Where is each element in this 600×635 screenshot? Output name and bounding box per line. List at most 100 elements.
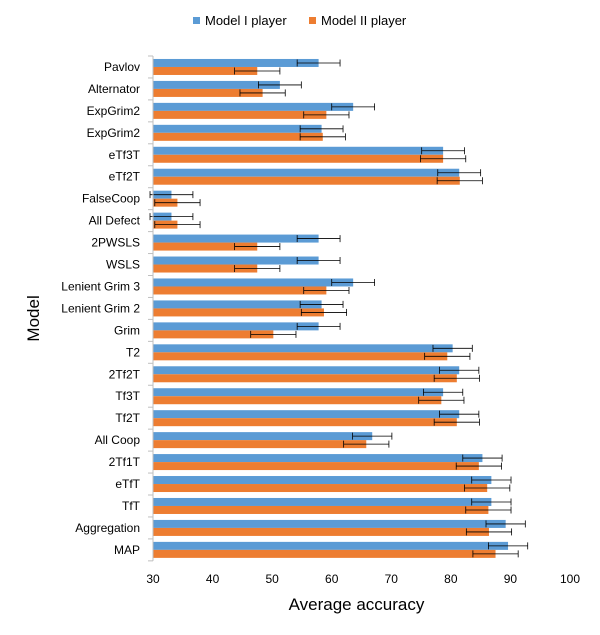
legend-swatch-model-1	[193, 17, 200, 24]
bar-model-1-5	[153, 168, 460, 177]
y-axis-title: Model	[24, 295, 43, 341]
error-bar-model-2-8	[234, 243, 281, 251]
bar-model-2-17	[153, 440, 367, 449]
bar-model-1-1	[153, 80, 280, 89]
bar-model-2-10	[153, 286, 327, 295]
bar-model-1-18	[153, 454, 483, 463]
error-bar-model-1-6	[149, 191, 194, 199]
category-label-1: Alternator	[88, 82, 140, 96]
bar-model-1-21	[153, 519, 506, 528]
bar-model-1-13	[153, 344, 453, 353]
error-bar-model-1-0	[296, 59, 341, 67]
bar-model-1-20	[153, 497, 492, 506]
error-bars-layer	[149, 59, 529, 558]
category-label-5: eTf2T	[109, 170, 141, 184]
bar-model-1-0	[153, 58, 319, 67]
category-label-9: WSLS	[106, 258, 140, 272]
error-bar-model-2-5	[436, 177, 483, 185]
error-bar-model-1-15	[423, 388, 464, 396]
legend-label-model-1: Model I player	[205, 13, 287, 28]
error-bar-model-2-2	[303, 111, 350, 119]
error-bar-model-1-3	[299, 125, 344, 133]
bar-model-2-18	[153, 462, 479, 471]
bar-model-2-16	[153, 418, 457, 427]
error-bar-model-1-7	[149, 213, 194, 221]
category-label-21: Aggregation	[75, 521, 140, 535]
category-label-4: eTf3T	[109, 148, 141, 162]
category-label-19: eTfT	[115, 477, 140, 491]
category-label-20: TfT	[122, 499, 141, 513]
error-bar-model-1-13	[432, 344, 473, 352]
x-tick-label-2: 50	[265, 572, 279, 586]
category-label-10: Lenient Grim 3	[61, 279, 140, 293]
category-label-16: Tf2T	[115, 411, 140, 425]
x-tick-label-3: 60	[325, 572, 339, 586]
bar-model-2-1	[153, 88, 263, 97]
bar-model-1-16	[153, 410, 460, 419]
category-label-7: All Defect	[89, 214, 141, 228]
error-bar-model-1-12	[296, 322, 341, 330]
bar-model-2-5	[153, 176, 460, 185]
category-label-22: MAP	[114, 543, 140, 557]
category-label-8: 2PWSLS	[91, 236, 140, 250]
bar-model-2-4	[153, 154, 444, 163]
bar-model-1-4	[153, 146, 444, 155]
error-bar-model-2-19	[464, 484, 511, 492]
x-tick-label-5: 80	[444, 572, 458, 586]
category-label-12: Grim	[114, 323, 140, 337]
error-bar-model-2-15	[418, 396, 465, 404]
legend-swatch-model-2	[309, 17, 316, 24]
error-bar-model-1-19	[471, 476, 512, 484]
legend: Model I player Model II player	[193, 13, 407, 28]
error-bar-model-1-14	[439, 366, 480, 374]
x-tick-label-6: 90	[504, 572, 518, 586]
axes-layer: Pavlov Alternator ExpGrim2 ExpGrim2 eTf3T eTf…	[61, 55, 580, 586]
error-bar-model-1-18	[462, 454, 503, 462]
bar-model-1-8	[153, 234, 319, 243]
error-bar-model-2-16	[433, 418, 480, 426]
error-bar-model-2-20	[465, 506, 512, 514]
x-tick-label-0: 30	[146, 572, 160, 586]
legend-label-model-2: Model II player	[321, 13, 407, 28]
x-axis-title: Average accuracy	[289, 595, 425, 614]
error-bar-model-1-22	[487, 542, 529, 550]
error-bar-model-2-0	[234, 67, 281, 75]
error-bar-model-1-21	[485, 520, 526, 528]
error-bar-model-2-21	[465, 528, 513, 536]
category-label-17: All Coop	[95, 433, 141, 447]
error-bar-model-1-20	[471, 498, 512, 506]
error-bar-model-1-1	[258, 81, 302, 89]
bar-model-2-12	[153, 330, 274, 339]
bar-model-2-15	[153, 396, 442, 405]
bar-model-1-10	[153, 278, 354, 287]
x-tick-label-7: 100	[560, 572, 580, 586]
bar-model-2-3	[153, 132, 323, 141]
error-bar-model-1-2	[331, 103, 376, 111]
category-label-3: ExpGrim2	[87, 126, 141, 140]
bar-model-2-14	[153, 374, 457, 383]
error-bar-model-1-10	[331, 278, 376, 286]
category-label-6: FalseCoop	[82, 192, 140, 206]
bar-model-2-13	[153, 352, 448, 361]
x-tick-label-1: 40	[206, 572, 220, 586]
bar-model-2-19	[153, 484, 488, 493]
category-label-0: Pavlov	[104, 60, 140, 74]
bar-model-2-11	[153, 308, 324, 317]
bar-model-1-2	[153, 102, 354, 111]
error-bar-model-2-14	[433, 374, 480, 382]
bar-model-2-8	[153, 242, 258, 251]
error-bar-model-2-17	[343, 440, 390, 448]
category-label-15: Tf3T	[115, 389, 140, 403]
bar-model-1-3	[153, 124, 322, 133]
error-bar-model-2-4	[420, 155, 467, 163]
category-label-2: ExpGrim2	[87, 104, 141, 118]
error-bar-model-2-1	[239, 89, 286, 97]
category-label-13: T2	[126, 345, 140, 359]
bar-model-2-0	[153, 66, 258, 75]
error-bar-model-1-16	[439, 410, 480, 418]
category-label-18: 2Tf1T	[109, 455, 141, 469]
error-bar-model-1-4	[421, 147, 465, 155]
bar-model-1-22	[153, 541, 509, 550]
bars-layer	[153, 58, 509, 558]
